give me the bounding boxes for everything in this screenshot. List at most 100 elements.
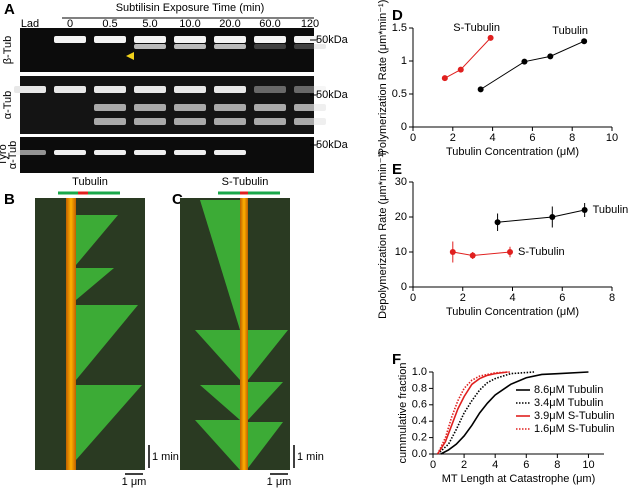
lane-label: 0 <box>67 18 73 30</box>
fit-line <box>452 251 511 257</box>
x-axis-label: MT Length at Catastrophe (μm) <box>442 473 595 485</box>
band <box>94 104 126 111</box>
scale-label: 1 min <box>297 451 324 463</box>
lane-label: 10.0 <box>179 18 200 30</box>
legend-label: 3.9μM S-Tubulin <box>534 410 615 422</box>
axes <box>412 182 612 288</box>
row-label: Tyro <box>0 144 9 165</box>
y-axis-label: Polymerization Rate (μm*min⁻¹) <box>377 0 389 155</box>
band <box>254 118 286 125</box>
y-tick-label: 1 <box>401 55 407 67</box>
band <box>94 150 126 155</box>
band <box>174 118 206 125</box>
row-label: β-Tub <box>2 36 14 65</box>
growth <box>248 422 283 468</box>
growth <box>76 215 118 265</box>
x-tick-label: 0 <box>410 292 416 304</box>
band <box>294 86 326 93</box>
growth <box>76 305 138 380</box>
x-tick-label: 2 <box>450 132 456 144</box>
y-tick-label: 10 <box>395 246 407 258</box>
lane-label: Lad <box>21 18 39 30</box>
panel-label: A <box>4 1 15 18</box>
point <box>457 66 464 73</box>
x-tick-label: 8 <box>569 132 575 144</box>
x-tick-label: 4 <box>490 132 496 144</box>
seed <box>66 198 76 470</box>
band <box>14 150 46 155</box>
y-tick-label: 0.2 <box>412 432 427 444</box>
x-tick-label: 4 <box>492 459 498 471</box>
y-tick-label: 0.4 <box>412 415 427 427</box>
band <box>174 36 206 43</box>
growth <box>76 268 114 300</box>
growth <box>200 200 240 330</box>
band <box>174 150 206 155</box>
lane-label: 0.5 <box>102 18 117 30</box>
y-tick-label: 0.8 <box>412 382 427 394</box>
y-tick-label: 20 <box>395 211 407 223</box>
y-tick-label: 1.0 <box>412 366 427 378</box>
kymo-title: Tubulin <box>72 176 108 188</box>
x-tick-label: 6 <box>559 292 565 304</box>
band <box>174 104 206 111</box>
band <box>214 118 246 125</box>
point <box>441 75 448 82</box>
growth <box>76 385 142 460</box>
row-label: α-Tub <box>7 141 19 170</box>
x-tick-label: 8 <box>609 292 615 304</box>
series-label: S-Tubulin <box>518 246 565 258</box>
y-axis-label: cummulative fraction <box>397 363 409 464</box>
band <box>174 44 206 49</box>
panel-label: B <box>4 191 15 208</box>
y-tick-label: 30 <box>395 176 407 188</box>
legend-label: 8.6μM Tubulin <box>534 384 603 396</box>
band <box>254 86 286 93</box>
band <box>54 86 86 93</box>
growth <box>195 420 240 470</box>
band <box>54 36 86 43</box>
band <box>254 44 286 49</box>
band <box>294 118 326 125</box>
point <box>507 249 514 255</box>
series-label: Tubulin <box>552 25 588 37</box>
point <box>521 58 528 65</box>
row-label: α-Tub <box>2 91 14 120</box>
cdf-line <box>440 371 589 455</box>
kymo-title: S-Tubulin <box>222 176 269 188</box>
gel-row <box>20 28 314 72</box>
series-label: S-Tubulin <box>453 22 500 34</box>
point <box>494 219 501 226</box>
y-tick-label: 0.0 <box>412 448 427 460</box>
point <box>581 207 588 213</box>
kymo-growth <box>195 200 288 470</box>
point <box>449 249 456 255</box>
gel-bands <box>14 36 326 155</box>
band <box>294 104 326 111</box>
band <box>94 36 126 43</box>
seed <box>240 198 248 470</box>
point <box>547 53 554 60</box>
band <box>14 86 46 93</box>
lane-label: 20.0 <box>219 18 240 30</box>
cdf-line <box>436 371 508 455</box>
kymo-growth <box>76 215 142 460</box>
cdf-line <box>437 371 535 455</box>
y-tick-label: 0.6 <box>412 399 427 411</box>
band <box>214 150 246 155</box>
x-tick-label: 10 <box>606 132 618 144</box>
band <box>134 118 166 125</box>
y-axis-label: Depolymerization Rate (μm*min⁻¹) <box>377 150 389 319</box>
panel-label: F <box>392 351 401 368</box>
arrowhead <box>126 52 134 60</box>
x-tick-label: 6 <box>523 459 529 471</box>
series-label: Tubulin <box>593 204 628 216</box>
marker-label: 50kDa <box>316 89 349 101</box>
point <box>581 38 588 45</box>
lane-label: 60.0 <box>259 18 280 30</box>
point <box>469 252 476 259</box>
band <box>134 150 166 155</box>
growth <box>248 330 288 380</box>
band <box>254 104 286 111</box>
